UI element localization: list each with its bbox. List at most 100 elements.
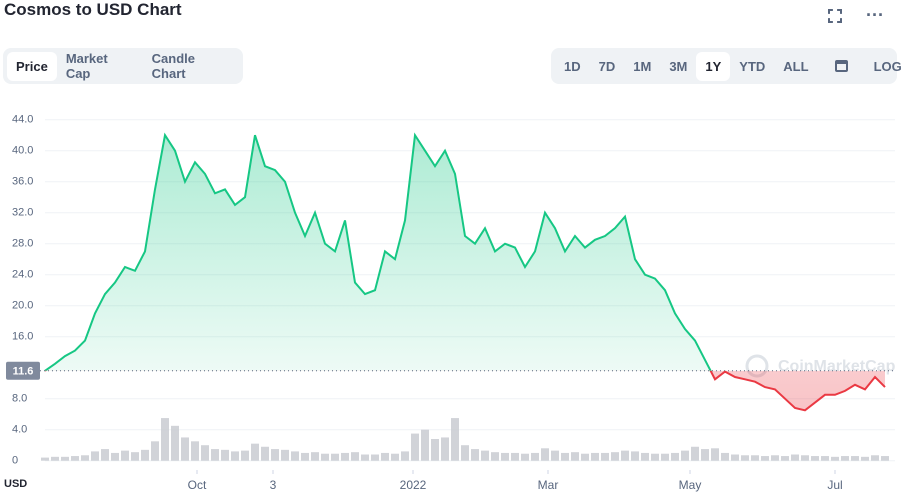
volume-bar — [391, 453, 399, 461]
volume-bar — [551, 450, 559, 461]
volume-bar — [341, 452, 349, 461]
volume-bar — [351, 452, 359, 461]
volume-bar — [851, 456, 859, 461]
volume-bar — [301, 452, 309, 461]
volume-bar — [861, 456, 869, 461]
volume-bar — [741, 455, 749, 461]
volume-bar — [421, 429, 429, 461]
range-button[interactable]: 1Y — [696, 51, 731, 81]
volume-bar — [331, 453, 339, 461]
volume-bar — [611, 452, 619, 461]
area-down — [45, 370, 885, 411]
volume-bar — [241, 450, 249, 461]
volume-bar — [801, 455, 809, 461]
volume-bar — [541, 448, 549, 461]
volume-bar — [51, 456, 59, 461]
volume-bar — [161, 418, 169, 461]
volume-bar — [171, 425, 179, 461]
volume-bar — [511, 452, 519, 461]
y-tick-label: 4.0 — [12, 424, 27, 436]
volume-bar — [71, 456, 79, 461]
range-button[interactable]: YTD — [739, 58, 766, 74]
volume-bar — [231, 451, 239, 461]
volume-bar — [131, 452, 139, 461]
volume-bar — [521, 453, 529, 461]
volume-bar — [401, 451, 409, 461]
volume-bar — [841, 456, 849, 461]
y-tick-label: 8.0 — [12, 393, 27, 405]
volume-bar — [491, 452, 499, 461]
volume-bar — [671, 452, 679, 461]
volume-bar — [721, 452, 729, 461]
more-icon[interactable]: ··· — [866, 5, 884, 25]
y-tick-label: 16.0 — [12, 331, 33, 343]
currency-label: USD — [4, 478, 27, 490]
volume-bar — [111, 452, 119, 461]
volume-bar — [281, 449, 289, 461]
y-tick-label: 44.0 — [12, 114, 33, 126]
volume-bar — [211, 449, 219, 461]
volume-bar — [781, 456, 789, 461]
volume-bar — [601, 452, 609, 461]
volume-bar — [701, 449, 709, 461]
volume-bar — [221, 449, 229, 461]
volume-bar — [661, 453, 669, 461]
range-button[interactable]: 7D — [598, 58, 616, 74]
tab[interactable]: Market Cap — [65, 51, 108, 81]
baseline-label: 11.6 — [13, 366, 34, 378]
x-tick-label: May — [679, 478, 702, 492]
volume-bar — [311, 452, 319, 461]
tab[interactable]: Candle Chart — [151, 51, 196, 81]
volume-bar — [201, 445, 209, 461]
volume-bar — [791, 454, 799, 461]
range-button[interactable]: 3M — [669, 58, 688, 74]
volume-bar — [641, 452, 649, 461]
volume-bar — [471, 449, 479, 461]
volume-bar — [261, 446, 269, 461]
y-tick-label: 24.0 — [12, 269, 33, 281]
volume-bar — [681, 450, 689, 461]
x-tick-label: 3 — [270, 478, 277, 492]
volume-bar — [81, 455, 89, 461]
volume-bar — [441, 437, 449, 461]
volume-bar — [101, 449, 109, 461]
area-up — [45, 135, 711, 371]
y-tick-label: 20.0 — [12, 300, 33, 312]
volume-bar — [191, 441, 199, 461]
volume-bar — [121, 450, 129, 461]
volume-bar — [771, 455, 779, 461]
range-group: 1D 7D 1M 3M 1Y YTD ALL LOG — [551, 48, 902, 84]
log-button[interactable]: LOG — [873, 58, 902, 74]
volume-bar — [831, 456, 839, 461]
x-tick-label: Jul — [827, 478, 842, 492]
volume-bar — [751, 455, 759, 461]
volume-bar — [411, 433, 419, 461]
price-line — [44, 370, 886, 412]
y-tick-label: 32.0 — [12, 207, 33, 219]
range-button[interactable]: ALL — [783, 58, 809, 74]
volume-bar — [691, 446, 699, 461]
volume-bar — [621, 450, 629, 461]
volume-bar — [321, 453, 329, 461]
volume-bar — [61, 456, 69, 461]
calendar-icon[interactable] — [826, 53, 857, 79]
volume-bar — [531, 452, 539, 461]
volume-bar — [141, 449, 149, 461]
volume-bar — [811, 456, 819, 461]
y-tick-label: 40.0 — [12, 145, 33, 157]
volume-bar — [361, 454, 369, 461]
volume-bar — [41, 457, 49, 461]
y-tick-label: 36.0 — [12, 176, 33, 188]
chart-title: Cosmos to USD Chart — [4, 0, 182, 19]
tab-group: Price Market Cap Candle Chart — [3, 48, 243, 84]
range-button[interactable]: 1M — [633, 58, 652, 74]
x-tick-label: Oct — [188, 478, 207, 492]
tab[interactable]: Price — [7, 51, 57, 81]
range-button[interactable]: 1D — [564, 58, 581, 74]
volume-bar — [481, 450, 489, 461]
volume-bar — [451, 418, 459, 461]
y-tick-label: 0 — [12, 455, 18, 467]
volume-bar — [371, 454, 379, 461]
volume-bar — [591, 452, 599, 461]
